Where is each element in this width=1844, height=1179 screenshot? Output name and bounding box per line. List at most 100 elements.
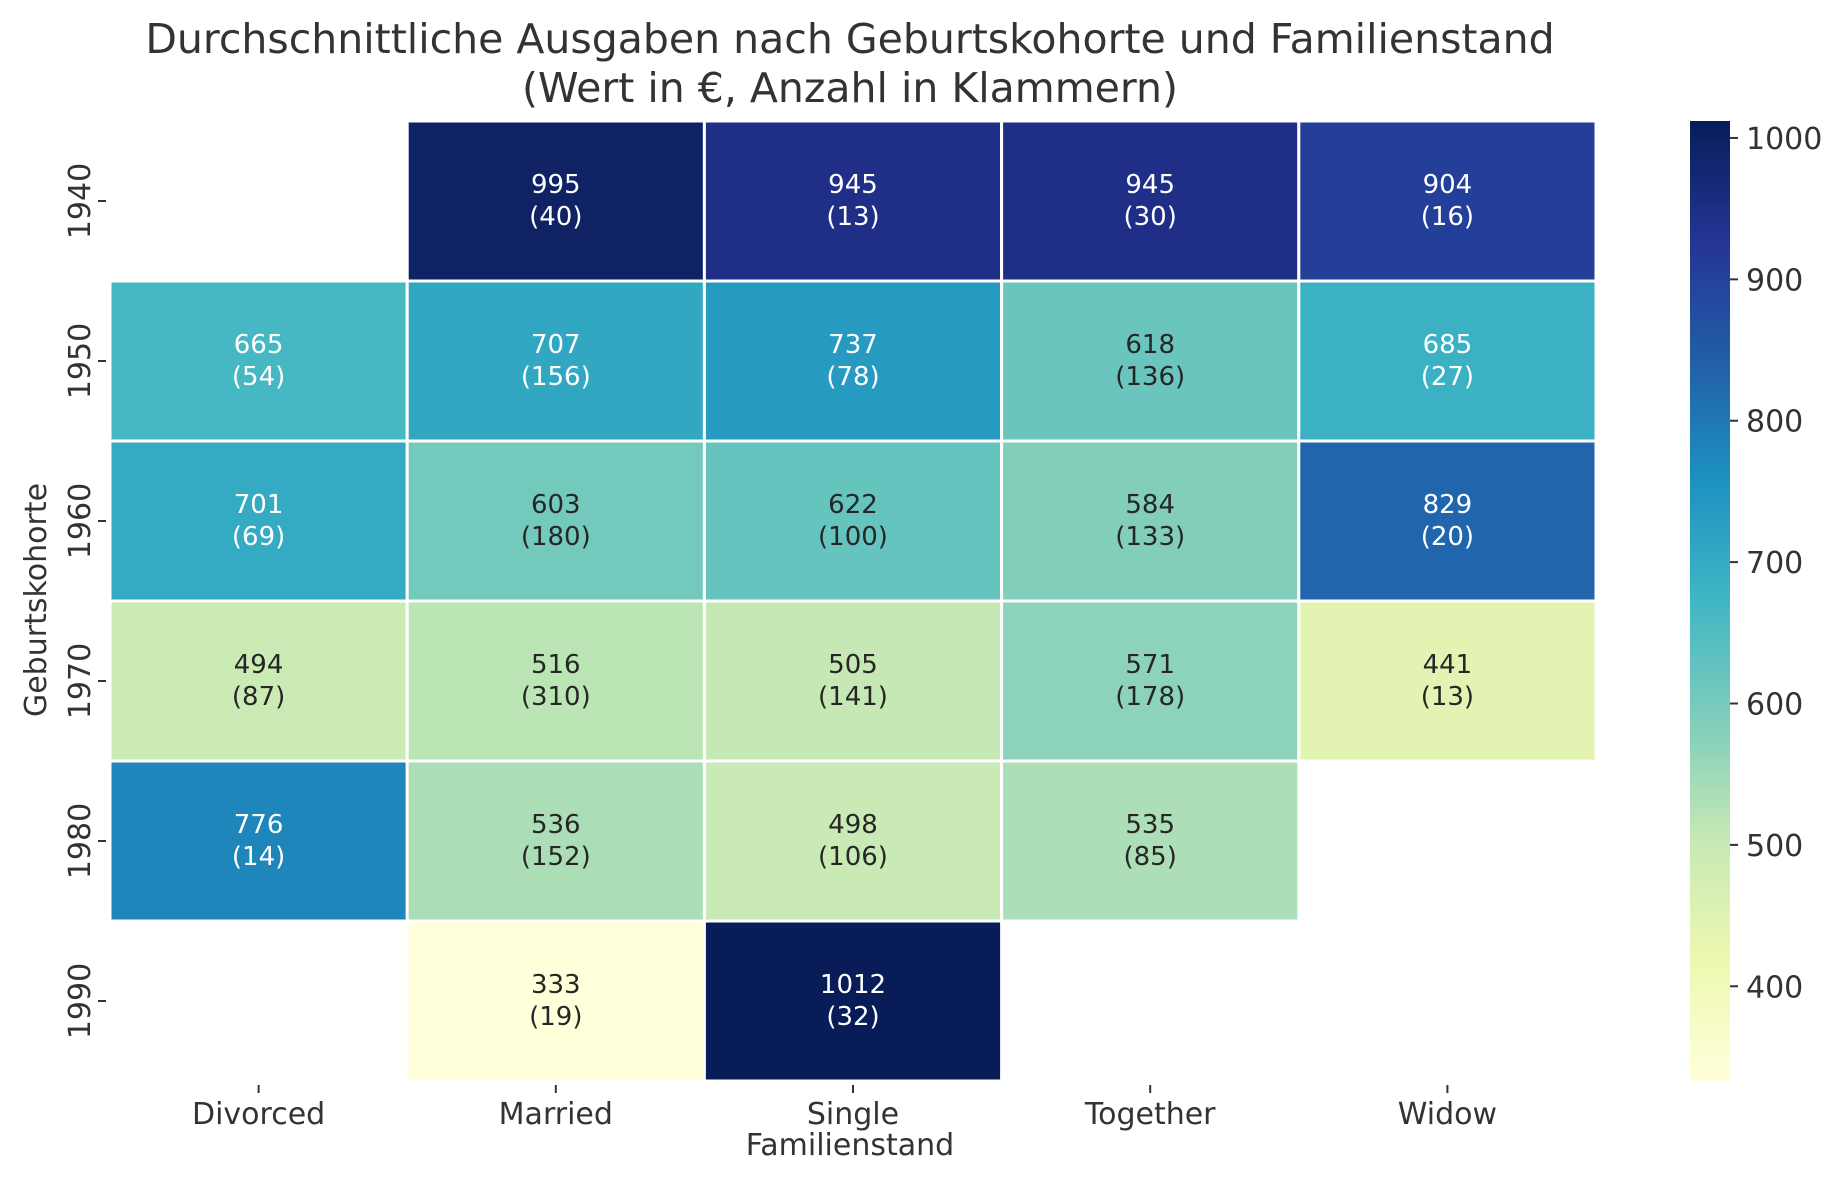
heatmap-cell bbox=[1000, 119, 1301, 283]
cell-count-label: (310) bbox=[521, 682, 591, 712]
y-axis-ticks: 1940 1950 1960 1970 1980 1990 bbox=[63, 163, 106, 1039]
colorbar-gradient bbox=[1690, 121, 1730, 1081]
y-tick-label: 1980 bbox=[63, 803, 98, 879]
heatmap-cell bbox=[702, 439, 1004, 603]
cell-value-label: 945 bbox=[828, 170, 878, 200]
heatmap-cell bbox=[108, 599, 409, 763]
y-tick-label: 1960 bbox=[63, 483, 98, 559]
heatmap-cell bbox=[702, 919, 1004, 1083]
cell-value-label: 904 bbox=[1423, 170, 1473, 200]
cell-value-label: 737 bbox=[828, 330, 878, 360]
colorbar-tick-label: 1000 bbox=[1746, 122, 1822, 157]
chart-title: Durchschnittliche Ausgaben nach Geburtsk… bbox=[145, 15, 1554, 63]
cell-value-label: 776 bbox=[234, 810, 284, 840]
cell-value-label: 622 bbox=[828, 490, 878, 520]
colorbar-tick-label: 700 bbox=[1746, 546, 1803, 581]
cell-count-label: (178) bbox=[1115, 682, 1185, 712]
cell-count-label: (14) bbox=[232, 842, 285, 872]
y-tick-label: 1990 bbox=[63, 963, 98, 1039]
heatmap-cell bbox=[702, 279, 1004, 443]
y-tick-label: 1950 bbox=[63, 323, 98, 399]
heatmap-cell bbox=[1000, 759, 1301, 923]
cell-count-label: (87) bbox=[232, 682, 285, 712]
x-tick-label: Widow bbox=[1398, 1097, 1497, 1132]
heatmap-cell bbox=[405, 919, 706, 1083]
cell-count-label: (152) bbox=[521, 842, 591, 872]
heatmap-cell bbox=[1000, 439, 1301, 603]
cell-value-label: 701 bbox=[234, 490, 284, 520]
cell-count-label: (141) bbox=[818, 682, 888, 712]
y-tick-label: 1970 bbox=[63, 643, 98, 719]
cell-count-label: (13) bbox=[1421, 682, 1474, 712]
cell-value-label: 829 bbox=[1423, 490, 1473, 520]
y-tick-label: 1940 bbox=[63, 163, 98, 239]
cell-count-label: (100) bbox=[818, 522, 888, 552]
cell-count-label: (85) bbox=[1124, 842, 1177, 872]
heatmap-cell bbox=[108, 759, 409, 923]
cell-value-label: 603 bbox=[531, 490, 581, 520]
cell-value-label: 995 bbox=[531, 170, 581, 200]
x-axis-ticks: Divorced Married Single Together Widow bbox=[192, 1085, 1497, 1132]
cell-value-label: 618 bbox=[1125, 330, 1175, 360]
cell-value-label: 571 bbox=[1125, 650, 1175, 680]
cell-count-label: (106) bbox=[818, 842, 888, 872]
chart-subtitle: (Wert in €, Anzahl in Klammern) bbox=[522, 64, 1178, 112]
heatmap-cell bbox=[702, 119, 1004, 283]
cell-value-label: 535 bbox=[1125, 810, 1175, 840]
cell-count-label: (133) bbox=[1115, 522, 1185, 552]
y-axis-label: Geburtskohorte bbox=[19, 483, 54, 717]
heatmap-cell bbox=[702, 599, 1004, 763]
heatmap-cell bbox=[108, 439, 409, 603]
cell-count-label: (156) bbox=[521, 362, 591, 392]
cell-count-label: (16) bbox=[1421, 202, 1474, 232]
cell-count-label: (13) bbox=[826, 202, 879, 232]
heatmap-cell bbox=[405, 599, 706, 763]
cell-value-label: 1012 bbox=[820, 970, 886, 1000]
heatmap-cell bbox=[1000, 279, 1301, 443]
heatmap-cell bbox=[1297, 599, 1598, 763]
colorbar-tick-label: 500 bbox=[1746, 829, 1803, 864]
cell-count-label: (30) bbox=[1124, 202, 1177, 232]
colorbar-tick-label: 600 bbox=[1746, 688, 1803, 723]
heatmap-cell bbox=[405, 119, 706, 283]
x-tick-label: Married bbox=[499, 1097, 613, 1132]
colorbar-tick-label: 400 bbox=[1746, 970, 1803, 1005]
heatmap-cell bbox=[1297, 279, 1598, 443]
cell-count-label: (54) bbox=[232, 362, 285, 392]
cell-count-label: (27) bbox=[1421, 362, 1474, 392]
cell-value-label: 536 bbox=[531, 810, 581, 840]
cell-value-label: 707 bbox=[531, 330, 581, 360]
cell-value-label: 516 bbox=[531, 650, 581, 680]
cell-value-label: 494 bbox=[234, 650, 284, 680]
cell-value-label: 498 bbox=[828, 810, 878, 840]
heatmap-cell bbox=[1297, 439, 1598, 603]
x-axis-label: Familienstand bbox=[746, 1128, 954, 1163]
cell-count-label: (78) bbox=[826, 362, 879, 392]
cell-count-label: (69) bbox=[232, 522, 285, 552]
heatmap-cell bbox=[405, 439, 706, 603]
cell-value-label: 441 bbox=[1423, 650, 1473, 680]
cell-count-label: (32) bbox=[826, 1002, 879, 1032]
heatmap-cell bbox=[1297, 119, 1598, 283]
heatmap-cell bbox=[405, 759, 706, 923]
heatmap-cell bbox=[1000, 599, 1301, 763]
colorbar-tick-label: 900 bbox=[1746, 263, 1803, 298]
x-tick-label: Single bbox=[807, 1097, 899, 1132]
cell-count-label: (136) bbox=[1115, 362, 1185, 392]
cell-count-label: (19) bbox=[529, 1002, 582, 1032]
cell-count-label: (40) bbox=[529, 202, 582, 232]
cell-value-label: 685 bbox=[1423, 330, 1473, 360]
cell-count-label: (180) bbox=[521, 522, 591, 552]
heatmap-cell bbox=[702, 759, 1004, 923]
heatmap-cells: 995(40)945(13)945(30)904(16)665(54)707(1… bbox=[108, 119, 1598, 1083]
heatmap-cell bbox=[108, 279, 409, 443]
cell-value-label: 945 bbox=[1125, 170, 1175, 200]
x-tick-label: Divorced bbox=[192, 1097, 325, 1132]
cell-value-label: 665 bbox=[234, 330, 284, 360]
heatmap-cell bbox=[405, 279, 706, 443]
cell-value-label: 333 bbox=[531, 970, 581, 1000]
cell-value-label: 584 bbox=[1125, 490, 1175, 520]
cell-value-label: 505 bbox=[828, 650, 878, 680]
colorbar-tick-label: 800 bbox=[1746, 405, 1803, 440]
